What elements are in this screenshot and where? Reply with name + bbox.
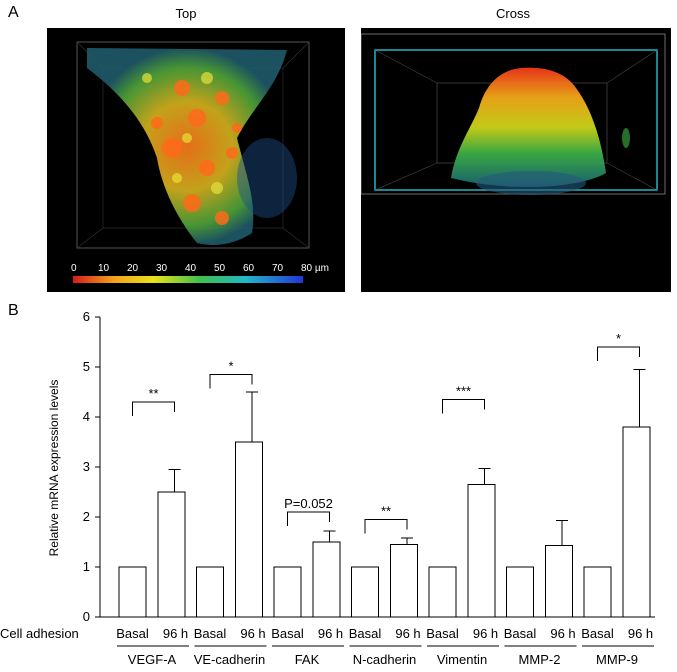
- condition-label-basal: Basal: [581, 626, 614, 641]
- category-label: MMP-9: [596, 652, 638, 667]
- significance-bracket: [364, 519, 408, 534]
- significance-bracket: [287, 511, 330, 526]
- y-tick-label: 6: [83, 309, 90, 324]
- bar-96h: [390, 544, 418, 618]
- condition-label-basal: Basal: [426, 626, 459, 641]
- condition-label-96h: 96 h: [628, 626, 653, 641]
- condition-label-96h: 96 h: [318, 626, 343, 641]
- condition-label-96h: 96 h: [240, 626, 265, 641]
- scale-label: 30: [156, 263, 168, 274]
- category-label: N-cadherin: [353, 652, 417, 667]
- scale-label: 20: [127, 263, 139, 274]
- bar-basal: [118, 566, 147, 618]
- category-label: FAK: [295, 652, 320, 667]
- panel-a-letter: A: [8, 4, 19, 21]
- bar-basal: [506, 566, 534, 618]
- condition-label-basal: Basal: [504, 626, 537, 641]
- mrna-expression-chart: 0 1 2 3 4 5 6 Basal 96 h VEGF-A Basal 96 h VE-cadhe…: [0, 309, 655, 667]
- condition-label-96h: 96 h: [395, 626, 420, 641]
- bar-basal: [428, 566, 457, 618]
- significance-bracket: [442, 399, 485, 414]
- significance-label: *: [616, 331, 621, 346]
- category-label: Vimentin: [437, 652, 487, 667]
- condition-label-96h: 96 h: [550, 626, 575, 641]
- bar-basal: [583, 566, 612, 618]
- bar-basal: [273, 566, 302, 618]
- significance-bracket: [209, 374, 253, 389]
- y-tick-label: 3: [83, 459, 90, 474]
- significance-label: *: [228, 359, 233, 374]
- significance-bracket: [597, 346, 640, 361]
- condition-label-basal: Basal: [116, 626, 149, 641]
- bar-basal: [351, 566, 379, 618]
- condition-label-96h: 96 h: [473, 626, 498, 641]
- cross-view-image: [361, 28, 671, 292]
- significance-label: **: [381, 504, 391, 519]
- depth-scale-labels: 0 10 20 30 40 50 60 70 80 µm: [69, 263, 329, 277]
- bar-96h: [312, 541, 341, 618]
- scale-label: 60: [243, 263, 255, 274]
- significance-bracket: [132, 401, 175, 416]
- top-view-image: 0 10 20 30 40 50 60 70 80 µm: [47, 28, 345, 292]
- y-tick-label: 0: [83, 609, 90, 624]
- cross-view-title: Cross: [496, 6, 530, 21]
- scale-label: 50: [214, 263, 226, 274]
- category-label: VE-cadherin: [194, 652, 266, 667]
- y-tick-label: 1: [83, 559, 90, 574]
- y-tick-label: 5: [83, 359, 90, 374]
- panel-b-letter: B: [8, 302, 19, 319]
- bar-96h: [622, 426, 651, 618]
- significance-label: **: [148, 386, 158, 401]
- bar-96h: [235, 441, 263, 618]
- bar-basal: [196, 566, 224, 618]
- condition-label-basal: Basal: [194, 626, 227, 641]
- significance-label: ***: [456, 384, 471, 399]
- scale-label: 0: [71, 263, 77, 274]
- top-view-title: Top: [175, 6, 197, 21]
- significance-label: P=0.052: [284, 496, 333, 511]
- condition-label-basal: Basal: [271, 626, 304, 641]
- scale-label: 80 µm: [301, 263, 329, 274]
- bar-96h: [545, 545, 573, 618]
- y-tick-label: 2: [83, 509, 90, 524]
- bar-96h: [157, 491, 186, 618]
- category-label: VEGF-A: [128, 652, 177, 667]
- y-tick-label: 4: [83, 409, 90, 424]
- condition-label-basal: Basal: [349, 626, 382, 641]
- category-label: MMP-2: [519, 652, 561, 667]
- scale-label: 40: [185, 263, 197, 274]
- x-row-label: Cell adhesion: [0, 626, 79, 641]
- scale-label: 70: [272, 263, 284, 274]
- bar-96h: [467, 484, 496, 618]
- y-axis-label: Relative mRNA expression levels: [47, 380, 61, 557]
- condition-label-96h: 96 h: [163, 626, 188, 641]
- scale-label: 10: [98, 263, 110, 274]
